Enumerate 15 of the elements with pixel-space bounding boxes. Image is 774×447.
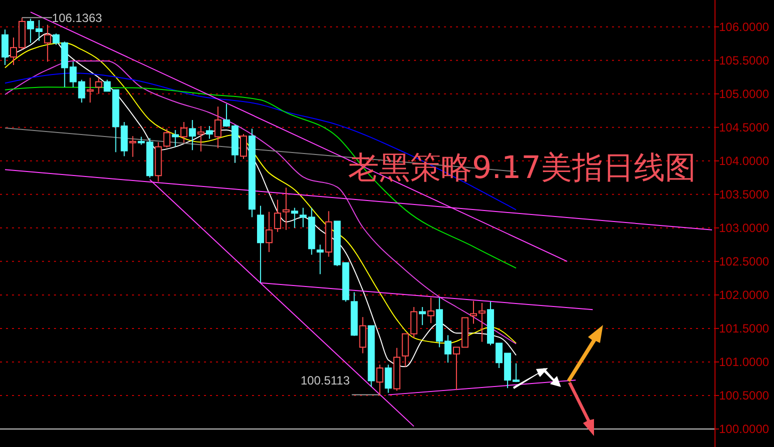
y-tick-label: 103.0000 — [719, 221, 770, 236]
y-tick-label: 101.5000 — [719, 322, 770, 336]
y-tick-label: 105.0000 — [719, 87, 770, 102]
y-tick-label: 104.5000 — [719, 120, 770, 135]
y-tick-label: 100.5000 — [719, 388, 770, 403]
y-tick-label: 102.0000 — [719, 288, 770, 302]
y-tick-label: 105.5000 — [719, 54, 770, 68]
y-tick-label: 100.0000 — [719, 422, 770, 436]
y-tick-label: 101.0000 — [719, 355, 770, 370]
y-tick-label: 104.0000 — [719, 154, 770, 168]
y-tick-label: 106.0000 — [719, 20, 770, 34]
annotation: 100.5113 — [300, 374, 350, 388]
y-tick-label: 102.5000 — [719, 254, 770, 269]
annotation: 106.1363 — [52, 10, 102, 25]
y-tick-label: 103.5000 — [719, 188, 770, 202]
